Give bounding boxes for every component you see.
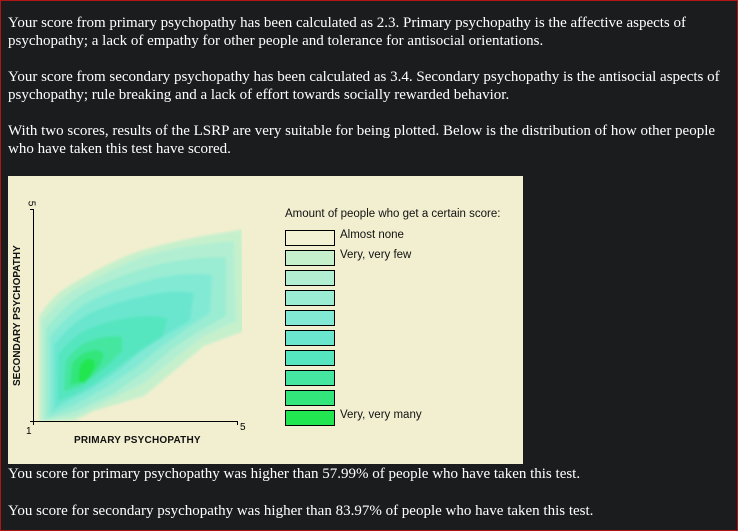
legend-label-10: Very, very many	[340, 409, 422, 421]
secondary-percentile-result: You score for secondary psychopathy was …	[8, 503, 594, 519]
legend-label-2: Very, very few	[340, 249, 412, 261]
x-tick-label-1: 1	[26, 426, 32, 437]
legend-label-1: Almost none	[340, 229, 404, 241]
heatmap-plot-area	[39, 229, 242, 421]
density-level-9	[78, 359, 95, 383]
y-tick-1	[30, 421, 34, 422]
legend-swatch-8	[285, 370, 335, 386]
primary-percentile-result: You score for primary psychopathy was hi…	[8, 466, 581, 482]
x-axis-line	[33, 421, 238, 422]
distribution-plot: 5 1 5 SECONDARY PSYCHOPATHY PRIMARY PSYC…	[8, 176, 523, 464]
y-tick-5	[30, 209, 34, 210]
legend-swatch-4	[285, 290, 335, 306]
y-axis-line	[33, 209, 34, 422]
legend-title: Amount of people who get a certain score…	[285, 208, 501, 220]
legend-swatch-1	[285, 230, 335, 246]
secondary-score-paragraph: Your score from secondary psychopathy ha…	[8, 69, 720, 103]
legend-swatch-3	[285, 270, 335, 286]
primary-score-paragraph: Your score from primary psychopathy has …	[8, 15, 687, 49]
y-axis-title: SECONDARY PSYCHOPATHY	[12, 245, 23, 386]
legend-swatch-9	[285, 390, 335, 406]
x-tick-1	[33, 421, 34, 425]
legend-swatch-5	[285, 310, 335, 326]
legend-swatch-10	[285, 410, 335, 426]
legend-swatch-2	[285, 250, 335, 266]
x-tick-label-5: 5	[240, 422, 246, 433]
legend-swatch-7	[285, 350, 335, 366]
plot-intro-paragraph: With two scores, results of the LSRP are…	[8, 123, 716, 157]
x-axis-title: PRIMARY PSYCHOPATHY	[74, 435, 201, 446]
y-tick-label-5: 5	[25, 200, 37, 207]
x-tick-5	[237, 421, 238, 425]
legend-swatch-6	[285, 330, 335, 346]
